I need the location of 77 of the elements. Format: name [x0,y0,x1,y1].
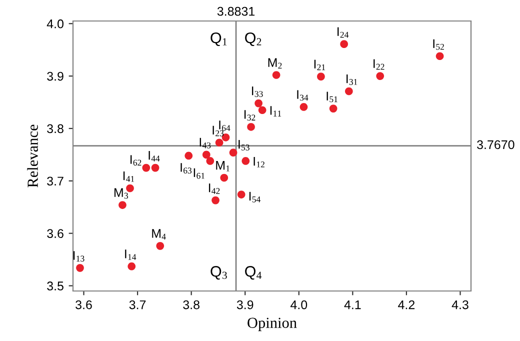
annotation: I$_{11}$ [270,106,282,116]
annotation: I$_{43}$ [200,138,211,148]
annotation: I$_{64}$ [219,120,230,132]
y-tick-label: 3.7 [47,176,64,186]
annotation: Q$_{1}$ [210,32,227,46]
annotation: M$_{1}$ [216,160,230,172]
point [344,87,353,96]
point [340,40,348,48]
point [300,103,308,111]
x-tick-label: 4.0 [290,300,308,310]
annotation: I$_{61}$ [194,168,205,179]
point [258,106,266,114]
y-tick-label: 3.8 [47,124,64,134]
point [329,104,338,112]
point [272,71,280,79]
annotation: Q$_{3}$ [210,266,227,280]
x-tick-label: 4.1 [344,300,361,310]
annotation: I$_{62}$ [130,155,142,166]
annotation: I$_{44}$ [148,151,160,162]
annotation: I$_{42}$ [208,184,220,194]
point [247,122,255,131]
ref-line-label: 3.7670 [477,140,514,150]
point [215,138,224,147]
point [206,157,214,165]
annotation: I$_{33}$ [252,86,263,97]
x-tick-label: 4.2 [398,300,415,310]
annotation: I$_{34}$ [297,90,308,101]
x-tick-label: 4.3 [452,300,468,310]
annotation: M$_{4}$ [152,229,166,240]
x-tick-label: 3.8 [183,300,200,310]
point [222,133,230,142]
annotation: M$_{2}$ [268,58,282,69]
annotation: I$_{13}$ [73,251,84,262]
point [126,184,134,192]
annotation: Q$_{2}$ [245,32,262,46]
annotation: I$_{14}$ [125,250,136,260]
annotation: I$_{63}$ [180,163,192,174]
y-tick-label: 3.5 [47,282,64,290]
y-axis-title: Relevance [27,124,38,188]
point [242,157,250,165]
point [118,201,126,209]
point [156,242,164,250]
y-tick-label: 3.9 [47,72,64,81]
annotation: I$_{21}$ [314,60,326,70]
annotation: I$_{32}$ [244,110,256,121]
annotation: Q$_{4}$ [245,266,262,280]
point [76,264,84,272]
annotation: I$_{12}$ [254,156,264,168]
point [142,164,150,172]
annotation: I$_{54}$ [249,192,260,202]
point [436,52,444,60]
x-axis-title: Opinion [248,318,297,332]
annotation: I$_{52}$ [433,39,444,50]
point [237,190,246,198]
point [212,196,220,204]
annotation: I$_{24}$ [338,27,349,38]
point [220,174,228,182]
ref-line-label: 3.8831 [217,6,255,16]
x-tick-label: 3.9 [236,300,254,310]
point [202,150,210,159]
point [229,148,238,157]
annotation: I$_{41}$ [123,171,134,182]
x-tick-label: 3.7 [129,300,146,310]
x-tick-label: 3.6 [76,300,92,310]
point [376,72,384,80]
annotation: I$_{31}$ [346,74,358,85]
annotation: I$_{53}$ [238,140,250,150]
point [317,72,325,80]
annotation: M$_{3}$ [114,188,128,199]
annotation: I$_{51}$ [326,92,338,102]
annotation: I$_{22}$ [374,59,384,70]
point [128,262,136,270]
y-tick-label: 3.6 [47,229,64,238]
point [254,99,262,108]
point [184,152,193,160]
y-tick-label: 4.0 [46,19,64,28]
point [151,164,160,172]
